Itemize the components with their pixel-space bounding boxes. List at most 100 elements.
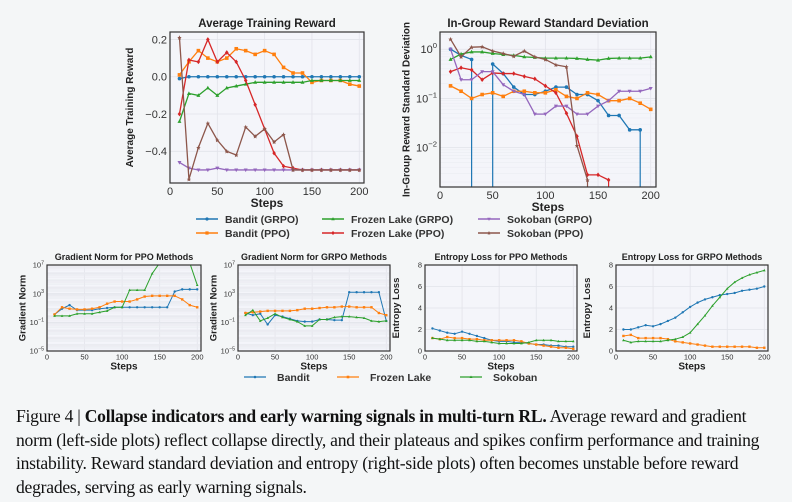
data-point xyxy=(333,306,336,309)
data-point xyxy=(281,74,286,79)
data-point xyxy=(666,338,670,342)
x-tick-label: 100 xyxy=(116,353,129,362)
data-point xyxy=(627,96,632,101)
data-point xyxy=(60,314,64,317)
tick-base: 10 xyxy=(30,347,38,356)
data-point xyxy=(253,134,258,139)
data-point xyxy=(272,150,276,156)
data-point xyxy=(564,104,569,109)
data-point xyxy=(535,343,538,346)
tick-exponent: −1 xyxy=(229,318,235,324)
data-point xyxy=(468,338,471,342)
y-tick-label: 100 xyxy=(420,41,437,56)
data-point xyxy=(740,276,744,279)
x-tick-label: 50 xyxy=(80,353,88,362)
y-tick-label: 0 xyxy=(418,347,422,356)
data-point xyxy=(288,309,292,313)
data-point xyxy=(328,78,333,82)
tick-exponent: 3 xyxy=(232,289,235,295)
legend-label: Frozen Lake xyxy=(370,372,431,384)
data-point xyxy=(338,167,343,173)
data-point xyxy=(83,308,86,311)
chart-title: Entropy Loss for GRPO Methods xyxy=(622,252,763,262)
data-point xyxy=(165,306,169,309)
data-point xyxy=(362,291,366,294)
data-point xyxy=(296,308,299,312)
data-point xyxy=(585,57,590,61)
data-point xyxy=(281,80,286,84)
data-point xyxy=(272,74,276,79)
data-point xyxy=(490,91,495,95)
series-group xyxy=(244,291,388,327)
data-point xyxy=(215,166,220,171)
data-point xyxy=(291,74,295,79)
data-point xyxy=(243,48,248,53)
data-point xyxy=(143,288,146,292)
data-point xyxy=(300,74,305,79)
data-point xyxy=(234,59,239,65)
data-point xyxy=(574,112,579,117)
x-tick-label: 200 xyxy=(642,190,660,202)
y-tick-label: 107 xyxy=(33,260,44,269)
data-point xyxy=(259,312,262,315)
data-point xyxy=(281,309,284,313)
y-tick-label: 6 xyxy=(418,282,422,291)
data-point xyxy=(281,168,286,173)
y-tick-label: 10−2 xyxy=(416,140,437,155)
x-tick-label: 200 xyxy=(567,353,580,362)
x-tick-label: 150 xyxy=(343,353,356,362)
series-bandit xyxy=(622,285,766,331)
legend-label: Sokoban (GRPO) xyxy=(507,214,592,226)
data-point xyxy=(177,119,182,123)
data-point xyxy=(688,342,692,345)
data-point xyxy=(725,287,729,290)
data-point xyxy=(105,306,109,310)
plot-area xyxy=(170,32,364,183)
tick-exponent: −2 xyxy=(428,140,437,149)
data-point xyxy=(469,96,474,101)
data-point xyxy=(370,319,373,322)
data-point xyxy=(224,74,229,79)
data-point xyxy=(622,328,625,331)
data-point xyxy=(501,83,506,87)
data-point xyxy=(310,320,314,323)
data-point xyxy=(338,78,343,82)
legend-marker xyxy=(487,217,491,221)
data-point xyxy=(681,335,685,338)
data-point xyxy=(627,55,632,60)
data-point xyxy=(445,338,449,342)
series-frozen-lake-grpo xyxy=(177,78,362,123)
series-frozen-lake xyxy=(244,305,388,317)
legend-item: Sokoban (GRPO) xyxy=(478,214,592,226)
data-point xyxy=(362,316,366,319)
data-point xyxy=(347,78,352,82)
legend-item: Sokoban (PPO) xyxy=(478,228,583,240)
data-point xyxy=(596,104,601,109)
data-point xyxy=(659,322,662,326)
x-tick-label: 0 xyxy=(167,186,173,198)
y-tick-label: 103 xyxy=(33,289,44,298)
data-point xyxy=(755,287,759,290)
data-point xyxy=(281,163,286,169)
data-point xyxy=(273,309,277,313)
data-point xyxy=(128,306,131,309)
legend-marker xyxy=(331,230,335,236)
data-point xyxy=(348,291,351,294)
data-point xyxy=(355,306,358,309)
data-point xyxy=(711,345,714,348)
x-axis-label: Steps xyxy=(251,196,284,210)
data-point xyxy=(177,161,182,165)
data-point xyxy=(272,168,277,173)
y-tick-label: 0.0 xyxy=(152,72,167,84)
data-point xyxy=(196,145,201,150)
data-point xyxy=(733,345,736,348)
x-tick-label: 0 xyxy=(236,353,240,362)
data-point xyxy=(755,346,759,349)
caption-bold-title: Collapse indicators and early warning si… xyxy=(84,406,547,426)
data-point xyxy=(469,57,474,62)
x-tick-label: 150 xyxy=(303,186,321,198)
data-point xyxy=(113,305,116,309)
series-line xyxy=(449,49,651,115)
data-point xyxy=(196,288,199,291)
